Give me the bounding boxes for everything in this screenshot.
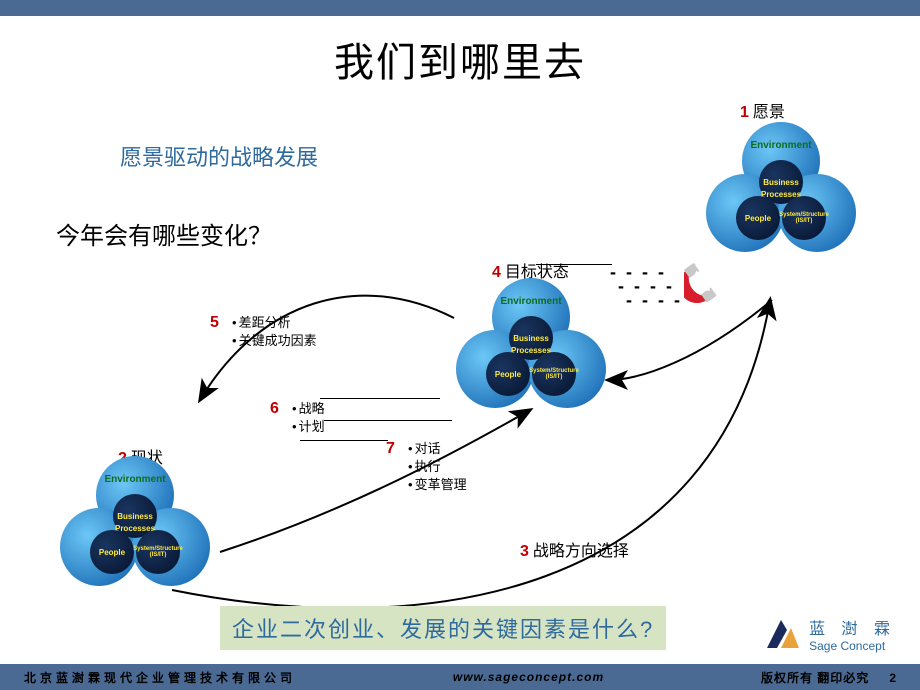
- subtitle: 愿景驱动的战略发展: [120, 140, 318, 172]
- cluster-people: People: [90, 530, 134, 574]
- bullets-5: 差距分析关键成功因素: [232, 314, 317, 350]
- bottom-question: 企业二次创业、发展的关键因素是什么?: [220, 606, 666, 650]
- cluster-processes: Processes: [456, 346, 606, 355]
- logo-icon: [761, 614, 801, 654]
- logo-en: Sage Concept: [809, 639, 896, 653]
- top-bar: [0, 0, 920, 16]
- company-logo: 蓝 澍 霖 Sage Concept: [761, 614, 896, 654]
- cluster-env: Environment: [60, 474, 210, 485]
- question-text: 今年会有哪些变化？: [56, 216, 272, 251]
- cluster-processes: Processes: [706, 190, 856, 199]
- footer-right: 版权所有 翻印必究2: [761, 669, 896, 686]
- dash-field: ------------: [610, 262, 700, 312]
- divider-line: [320, 398, 440, 399]
- divider-line: [324, 420, 452, 421]
- bullets-7: 对话执行变革管理: [408, 440, 467, 494]
- cluster-env: Environment: [456, 296, 606, 307]
- footer-left: 北京蓝澍霖现代企业管理技术有限公司: [24, 669, 296, 686]
- footer-url: www.sageconcept.com: [453, 670, 604, 684]
- cluster-system: System/Structure (IS/IT): [136, 530, 180, 574]
- cluster-people: People: [736, 196, 780, 240]
- cluster-people: People: [486, 352, 530, 396]
- cluster: Environment Business Processes People Sy…: [60, 456, 210, 606]
- logo-cn: 蓝 澍 霖: [809, 615, 896, 639]
- label-5: 5: [210, 314, 219, 332]
- label-7: 7: [386, 440, 395, 458]
- bullets-6: 战略计划: [292, 400, 325, 436]
- cluster-processes: Processes: [60, 524, 210, 533]
- cluster-system: System/Structure (IS/IT): [782, 196, 826, 240]
- cluster-env: Environment: [706, 140, 856, 151]
- label-1: 1愿景: [740, 98, 785, 122]
- label-3: 3战略方向选择: [520, 537, 629, 561]
- cluster: Environment Business Processes People Sy…: [456, 278, 606, 428]
- cluster-system: System/Structure (IS/IT): [532, 352, 576, 396]
- footer-bar: 北京蓝澍霖现代企业管理技术有限公司 www.sageconcept.com 版权…: [0, 664, 920, 690]
- divider-line: [300, 440, 388, 441]
- label-6: 6: [270, 400, 279, 418]
- page-title: 我们到哪里去: [0, 30, 920, 88]
